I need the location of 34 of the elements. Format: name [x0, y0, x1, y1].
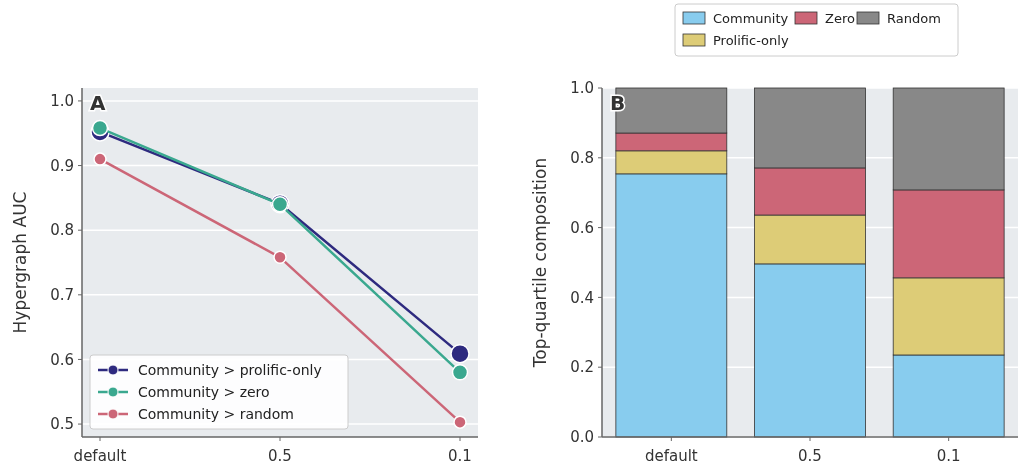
legend-label: Community > random [138, 405, 294, 422]
point [91, 119, 109, 137]
x-tick-label: default [73, 447, 127, 465]
x-tick-label: default [644, 447, 698, 465]
y-tick-label: 0.5 [50, 415, 74, 434]
y-tick-label: 0.6 [50, 350, 74, 369]
y-tick-label: 1.0 [570, 79, 594, 98]
x-tick-label: 0.5 [268, 447, 292, 465]
annotation: A [90, 91, 106, 115]
y-tick-label: 0.7 [50, 286, 74, 305]
point [450, 343, 470, 364]
x-tick-label: 0.5 [798, 447, 822, 465]
legend-label: Random [887, 10, 941, 26]
legend-label: Zero [825, 10, 855, 26]
y-tick-label: 0.8 [570, 149, 594, 168]
y-tick-label: 1.0 [50, 92, 74, 111]
point [453, 415, 467, 429]
y-tick-label: 0.0 [570, 428, 594, 447]
legend-label: Prolific-only [713, 32, 789, 48]
point [273, 250, 287, 265]
y-tick-label: 0.4 [570, 288, 594, 307]
legend-label: Community > prolific-only [138, 361, 322, 378]
point [451, 364, 469, 381]
legend-label: Community [713, 10, 789, 26]
legend-label: Community > zero [138, 383, 270, 400]
point [93, 152, 107, 166]
x-tick-label: 0.1 [936, 447, 961, 465]
y-tick-label: 0.2 [570, 358, 594, 377]
y-tick-label: 0.9 [50, 156, 74, 175]
y-axis-title: Hypergraph AUC [10, 191, 30, 334]
y-tick-label: 0.6 [570, 218, 594, 237]
x-tick-label: 0.1 [448, 447, 472, 465]
y-axis-title: Top-quartile composition [530, 157, 550, 369]
y-tick-label: 0.8 [50, 221, 74, 240]
